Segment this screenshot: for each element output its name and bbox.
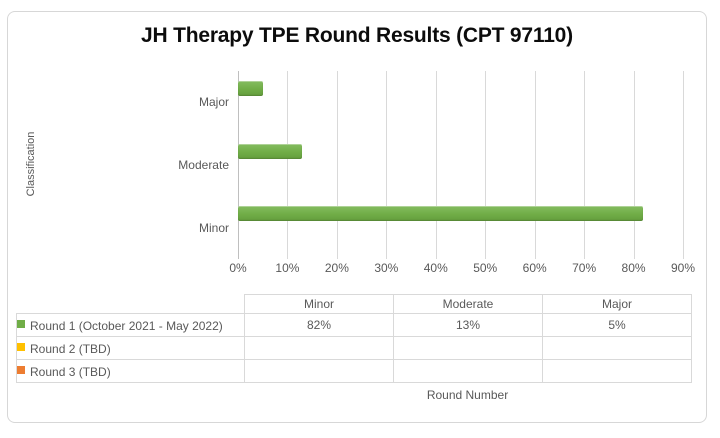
value-cell [393, 336, 543, 360]
x-tick-label: 90% [670, 261, 696, 275]
gridline [683, 71, 684, 259]
gridline [435, 71, 437, 259]
value-cell [244, 359, 394, 383]
x-tick-label: 70% [572, 261, 597, 275]
category-label-minor: Minor [198, 220, 229, 235]
table-header-blank [17, 295, 245, 314]
x-tick-label: 20% [324, 261, 349, 275]
legend-series-label: Round 3 (TBD) [30, 364, 111, 379]
category-label-major: Major [198, 95, 229, 110]
table-header-row: Minor Moderate Major [17, 294, 692, 314]
bar-minor [238, 206, 644, 222]
gridline [386, 71, 388, 259]
legend-marker-icon [17, 320, 25, 329]
category-label-moderate: Moderate [178, 158, 229, 172]
x-tick-label: 80% [621, 261, 646, 275]
bar-moderate [238, 143, 303, 159]
gridline [485, 71, 487, 259]
legend-cell: Round 1 (October 2021 - May 2022) [16, 313, 245, 337]
value-cell [244, 336, 394, 360]
x-tick-label: 50% [473, 261, 498, 275]
legend-cell: Round 3 (TBD) [16, 359, 245, 383]
table-header-minor: Minor [244, 294, 394, 314]
table-row: Round 1 (October 2021 - May 2022) 82% 13% 5… [16, 313, 692, 337]
data-table-header: Minor Moderate Major [17, 294, 692, 314]
legend-series-label: Round 2 (TBD) [30, 341, 111, 356]
bar-chart: JH Therapy TPE Round Results (CPT 97110)… [7, 11, 707, 423]
value-axis-line [238, 71, 239, 259]
gridline [287, 71, 289, 259]
legend-marker-icon [17, 343, 25, 352]
legend-cell: Round 2 (TBD) [16, 336, 245, 360]
value-cell [393, 359, 543, 383]
data-table-body: Round 1 (October 2021 - May 2022) 82% 13% 5… [16, 313, 692, 383]
table-header-moderate: Moderate [393, 294, 543, 314]
x-axis-title: Round Number [426, 388, 509, 402]
legend-marker-icon [17, 366, 25, 375]
bar-major [238, 81, 263, 96]
x-tick-label: 60% [522, 261, 547, 275]
plot-area [238, 71, 684, 259]
legend-series-label: Round 1 (October 2021 - May 2022) [30, 318, 223, 333]
value-cell: 13% [393, 313, 543, 337]
value-cell: 5% [542, 313, 692, 337]
data-table: Minor Moderate Major Round 1 (October 2021… [16, 294, 692, 383]
x-tick-label: 10% [275, 261, 300, 275]
x-tick-label: 40% [423, 261, 448, 275]
gridline [633, 71, 635, 259]
x-tick-label: 30% [374, 261, 399, 275]
table-row: Round 3 (TBD) [16, 359, 692, 383]
chart-title: JH Therapy TPE Round Results (CPT 97110) [141, 24, 573, 47]
table-row: Round 2 (TBD) [16, 336, 692, 360]
value-cell [542, 336, 692, 360]
gridline [534, 71, 536, 259]
value-cell: 82% [244, 313, 394, 337]
x-tick-label: 0% [229, 261, 247, 275]
gridline [336, 71, 338, 259]
value-cell [542, 359, 692, 383]
gridline [584, 71, 586, 259]
table-header-major: Major [542, 294, 692, 314]
